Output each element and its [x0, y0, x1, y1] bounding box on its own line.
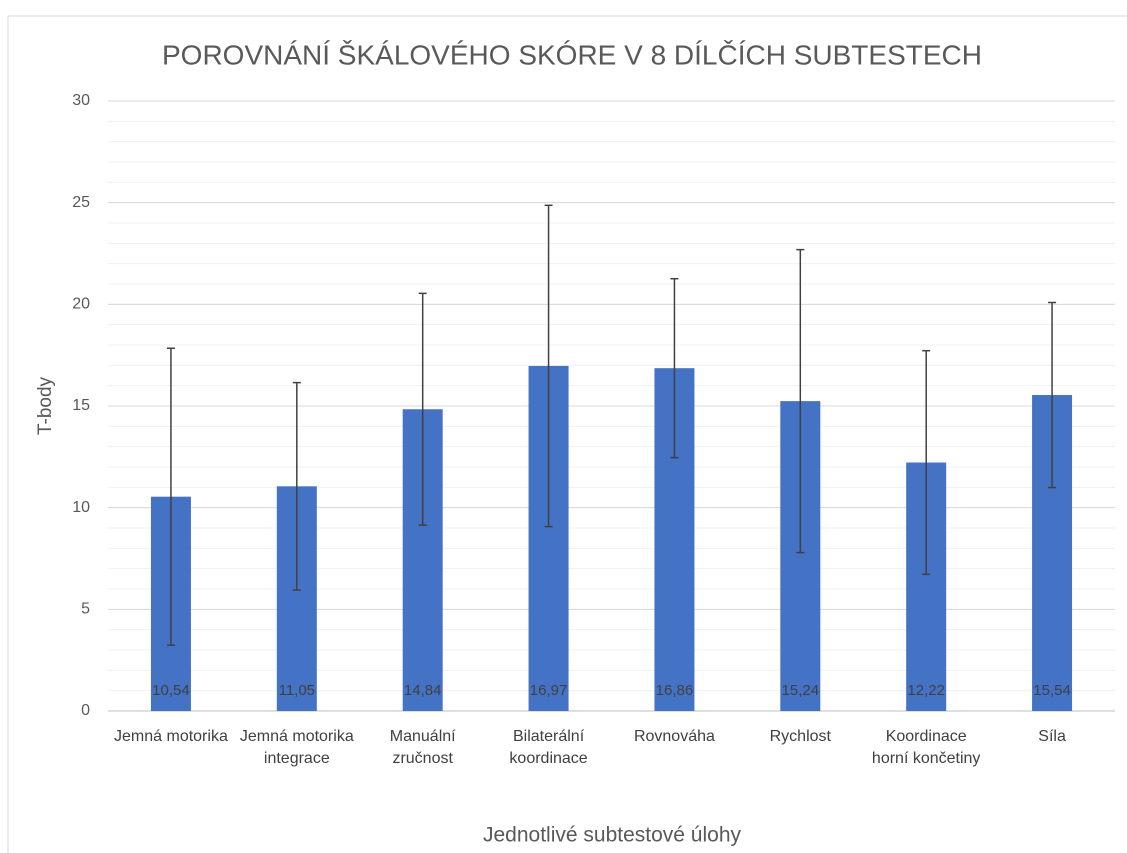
error-bar	[544, 204, 553, 528]
error-bar	[670, 277, 679, 459]
data-label: 16,86	[656, 682, 694, 699]
y-tick-label: 0	[81, 702, 90, 719]
data-label: 15,24	[782, 682, 820, 699]
x-tick-label: Jemná motorika integrace	[239, 728, 354, 767]
error-bar	[166, 347, 175, 646]
y-tick-label: 15	[72, 397, 90, 414]
x-tick-label: Jemná motorika	[114, 728, 228, 745]
data-label: 14,84	[404, 682, 442, 699]
y-tick-label: 10	[72, 499, 90, 516]
x-tick-label: Manuální zručnost	[389, 728, 456, 767]
x-tick-label: Rovnováha	[633, 728, 715, 745]
data-label: 10,54	[152, 682, 190, 699]
error-bar	[1048, 301, 1057, 489]
error-bar	[922, 349, 931, 576]
x-tick-label: Rychlost	[769, 728, 831, 745]
x-tick-label: Síla	[1038, 728, 1066, 745]
x-tick-label: Bilaterální koordinace	[509, 728, 588, 767]
y-tick-label: 20	[72, 296, 90, 313]
error-bar	[418, 292, 427, 526]
error-bar	[292, 381, 301, 591]
y-tick-label: 30	[72, 92, 90, 109]
x-axis-title: Jednotlivé subtestové úlohy	[483, 824, 741, 847]
data-label: 12,22	[907, 682, 945, 699]
data-label: 16,97	[530, 682, 568, 699]
y-axis-title: T-body	[35, 376, 56, 435]
y-tick-label: 25	[72, 194, 90, 211]
y-tick-label: 5	[81, 601, 90, 618]
chart-border	[7, 15, 1127, 853]
data-label: 11,05	[279, 682, 315, 699]
x-tick-label: Koordinace horní končetiny	[871, 728, 981, 767]
error-bar	[796, 248, 805, 554]
data-label: 15,54	[1033, 682, 1071, 699]
chart-title: POROVNÁNÍ ŠKÁLOVÉHO SKÓRE V 8 DÍLČÍCH SU…	[162, 39, 982, 70]
